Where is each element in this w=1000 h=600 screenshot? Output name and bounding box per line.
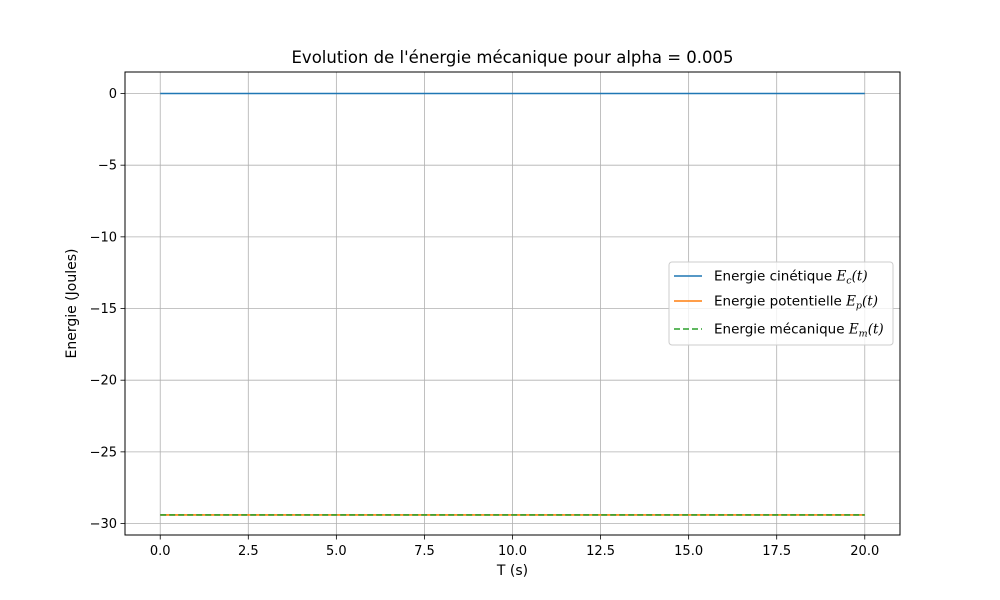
y-tick-label: −5: [98, 159, 117, 174]
x-tick-label: 7.5: [414, 544, 435, 559]
x-axis-ticks: 0.0 2.5 5.0 7.5 10.0 12.5 15.0 17.5 20.0: [150, 535, 879, 559]
y-tick-label: −30: [90, 517, 117, 532]
x-axis-title: T (s): [496, 563, 528, 579]
y-tick-label: −15: [90, 302, 117, 317]
x-tick-label: 17.5: [762, 544, 791, 559]
x-tick-label: 5.0: [326, 544, 347, 559]
y-tick-label: −25: [90, 445, 117, 460]
x-tick-label: 10.0: [498, 544, 527, 559]
x-tick-label: 12.5: [586, 544, 615, 559]
y-tick-label: −20: [90, 374, 117, 389]
legend-box: [668, 261, 894, 346]
x-tick-label: 15.0: [674, 544, 703, 559]
x-tick-label: 0.0: [150, 544, 171, 559]
x-tick-label: 20.0: [850, 544, 879, 559]
y-axis-title: Energie (Joules): [64, 249, 80, 359]
legend-label-c: Energie cinétique Ec(t): [714, 269, 868, 287]
legend: Energie cinétique Ec(t) Energie potentiel…: [668, 261, 894, 346]
y-tick-label: 0: [109, 87, 117, 102]
chart-title: Evolution de l'énergie mécanique pour al…: [292, 48, 734, 67]
legend-label-p: Energie potentielle Ep(t): [714, 294, 878, 312]
series-lines: [160, 92, 865, 516]
y-axis-ticks: 0 −5 −10 −15 −20 −25 −30: [90, 87, 125, 532]
legend-label-m: Energie mécanique Em(t): [714, 322, 884, 340]
y-tick-label: −10: [90, 230, 117, 245]
x-tick-label: 2.5: [238, 544, 259, 559]
